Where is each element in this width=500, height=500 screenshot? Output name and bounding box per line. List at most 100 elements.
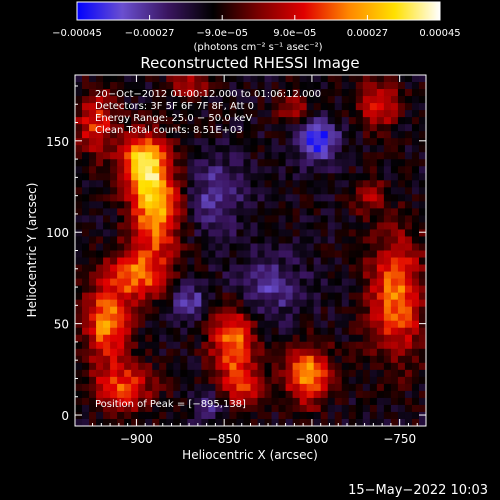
heatmap-cell bbox=[348, 355, 357, 364]
heatmap-cell bbox=[96, 320, 104, 329]
heatmap-cell bbox=[96, 208, 104, 216]
heatmap-cell bbox=[96, 194, 104, 202]
heatmap-cell bbox=[152, 369, 160, 378]
heatmap-cell bbox=[75, 208, 83, 216]
heatmap-cell bbox=[82, 285, 90, 294]
heatmap-cell bbox=[166, 222, 174, 230]
heatmap-cell bbox=[250, 313, 258, 322]
heatmap-cell bbox=[145, 166, 153, 174]
heatmap-cell bbox=[264, 285, 272, 294]
heatmap-cell bbox=[383, 306, 392, 315]
heatmap-cell bbox=[208, 404, 216, 413]
heatmap-cell bbox=[418, 397, 426, 406]
heatmap-cell bbox=[404, 75, 413, 83]
heatmap-cell bbox=[180, 201, 188, 209]
heatmap-cell bbox=[383, 376, 392, 385]
timestamp-footer: 15−May−2022 10:03 bbox=[348, 483, 488, 498]
heatmap-cell bbox=[271, 292, 279, 301]
heatmap-cell bbox=[341, 152, 350, 160]
heatmap-cell bbox=[180, 390, 188, 399]
heatmap-cell bbox=[215, 103, 223, 111]
heatmap-cell bbox=[103, 201, 111, 209]
heatmap-cell bbox=[292, 264, 301, 272]
heatmap-cell bbox=[243, 159, 251, 167]
heatmap-cell bbox=[145, 110, 153, 118]
heatmap-cell bbox=[397, 306, 406, 315]
heatmap-cell bbox=[348, 124, 357, 132]
heatmap-cell bbox=[327, 243, 336, 251]
heatmap-cell bbox=[166, 89, 174, 97]
heatmap-cell bbox=[96, 187, 104, 195]
heatmap-cell bbox=[355, 208, 364, 216]
heatmap-cell bbox=[187, 376, 195, 385]
heatmap-cell bbox=[292, 327, 301, 336]
heatmap-cell bbox=[404, 208, 413, 216]
heatmap-cell bbox=[306, 411, 315, 420]
heatmap-cell bbox=[236, 292, 244, 301]
heatmap-cell bbox=[124, 278, 132, 286]
heatmap-cell bbox=[418, 110, 426, 118]
heatmap-cell bbox=[327, 299, 336, 308]
heatmap-cell bbox=[292, 271, 301, 279]
heatmap-cell bbox=[243, 397, 251, 406]
heatmap-cell bbox=[306, 348, 315, 357]
heatmap-cell bbox=[166, 117, 174, 125]
heatmap-cell bbox=[194, 334, 202, 343]
heatmap-cell bbox=[75, 138, 83, 146]
heatmap-cell bbox=[82, 271, 90, 279]
heatmap-cell bbox=[173, 131, 181, 139]
heatmap-cell bbox=[166, 194, 174, 202]
heatmap-cell bbox=[250, 250, 258, 258]
heatmap-cell bbox=[278, 124, 286, 132]
heatmap-cell bbox=[355, 313, 364, 322]
heatmap-cell bbox=[208, 215, 216, 223]
heatmap-cell bbox=[383, 236, 392, 244]
heatmap-cell bbox=[103, 369, 111, 378]
heatmap-cell bbox=[187, 173, 195, 181]
heatmap-cell bbox=[292, 418, 301, 426]
heatmap-cell bbox=[75, 341, 83, 350]
heatmap-cell bbox=[236, 278, 244, 286]
heatmap-cell bbox=[313, 411, 322, 420]
heatmap-cell bbox=[362, 271, 371, 279]
heatmap-cell bbox=[208, 341, 216, 350]
heatmap-cell bbox=[124, 243, 132, 251]
heatmap-cell bbox=[411, 89, 420, 97]
heatmap-cell bbox=[152, 166, 160, 174]
heatmap-cell bbox=[103, 194, 111, 202]
heatmap-cell bbox=[82, 187, 90, 195]
heatmap-cell bbox=[320, 271, 329, 279]
heatmap-cell bbox=[299, 292, 308, 301]
heatmap-cell bbox=[390, 229, 399, 237]
heatmap-cell bbox=[194, 390, 202, 399]
heatmap-cell bbox=[124, 404, 132, 413]
heatmap-cell bbox=[271, 327, 279, 336]
heatmap-cell bbox=[418, 222, 426, 230]
heatmap-cell bbox=[215, 397, 223, 406]
heatmap-cell bbox=[369, 75, 378, 83]
heatmap-cell bbox=[292, 96, 301, 104]
heatmap-cell bbox=[201, 404, 209, 413]
heatmap-cell bbox=[306, 236, 315, 244]
heatmap-cell bbox=[75, 250, 83, 258]
heatmap-cell bbox=[131, 187, 139, 195]
heatmap-cell bbox=[96, 201, 104, 209]
heatmap-cell bbox=[243, 208, 251, 216]
heatmap-cell bbox=[334, 369, 343, 378]
heatmap-cell bbox=[397, 110, 406, 118]
heatmap-cell bbox=[390, 159, 399, 167]
heatmap-cell bbox=[82, 194, 90, 202]
heatmap-cell bbox=[75, 257, 83, 265]
heatmap-cell bbox=[271, 355, 279, 364]
heatmap-cell bbox=[404, 404, 413, 413]
heatmap-cell bbox=[117, 376, 125, 385]
heatmap-cell bbox=[411, 257, 420, 265]
heatmap-cell bbox=[313, 208, 322, 216]
heatmap-cell bbox=[341, 404, 350, 413]
heatmap-cell bbox=[222, 376, 230, 385]
heatmap-cell bbox=[271, 124, 279, 132]
heatmap-cell bbox=[292, 152, 301, 160]
heatmap-cell bbox=[257, 229, 265, 237]
heatmap-cell bbox=[222, 271, 230, 279]
heatmap-cell bbox=[299, 89, 308, 97]
